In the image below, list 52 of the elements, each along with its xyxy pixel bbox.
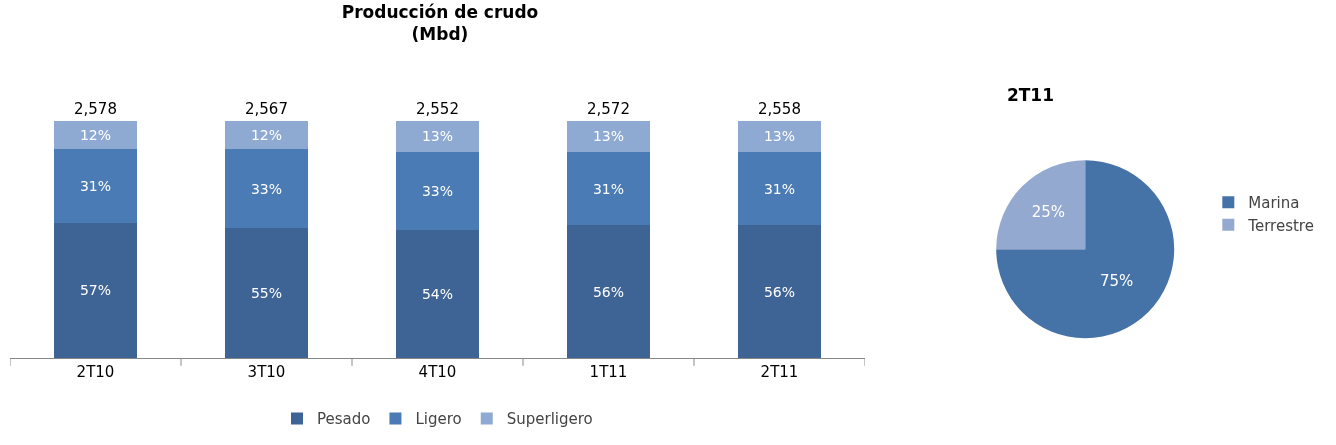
- chart-subtitle: (Mbd): [411, 23, 469, 44]
- x-tick-label: 1T11: [589, 363, 628, 381]
- data-label: 54%: [421, 286, 454, 303]
- legend-label: Terrestre: [1247, 216, 1314, 235]
- data-label: 55%: [250, 284, 283, 301]
- legend-label: Marina: [1248, 194, 1300, 213]
- bar: [54, 121, 137, 150]
- bar: [738, 225, 821, 358]
- bar: [396, 151, 479, 231]
- annotation: 2,578: [74, 100, 117, 118]
- data-label: 31%: [592, 180, 625, 197]
- bar: [54, 149, 137, 223]
- data-label: 25%: [1031, 203, 1066, 222]
- data-label: 13%: [592, 128, 625, 145]
- data-label: 12%: [250, 127, 283, 144]
- pie-slice: [996, 160, 1175, 339]
- data-label: 31%: [763, 180, 796, 197]
- pie-slice: [996, 160, 1086, 250]
- data-label: 33%: [250, 180, 283, 197]
- legend-label: Superligero: [506, 410, 593, 429]
- bar: [567, 151, 650, 226]
- bar: [396, 230, 479, 358]
- bar: [54, 222, 137, 358]
- bar: [225, 149, 308, 228]
- chart-title: Producción de crudo: [341, 1, 539, 22]
- data-label: 31%: [79, 178, 112, 195]
- data-label: 57%: [79, 282, 112, 299]
- annotation: 2,567: [245, 100, 288, 118]
- x-tick-label: 2T11: [760, 363, 799, 381]
- x-tick-label: 2T10: [76, 363, 115, 381]
- legend-label: Pesado: [317, 410, 371, 429]
- data-label: 12%: [79, 127, 112, 144]
- data-label: 13%: [421, 128, 454, 145]
- bar: [738, 151, 821, 226]
- bar: [225, 227, 308, 358]
- annotation: 2,552: [416, 100, 459, 118]
- bar: [738, 121, 821, 152]
- x-tick-label: 4T10: [418, 363, 457, 381]
- data-label: 13%: [763, 128, 796, 145]
- legend-label: Ligero: [415, 410, 462, 429]
- data-label: 56%: [763, 283, 796, 300]
- bar: [567, 225, 650, 358]
- x-tick-label: 3T10: [247, 363, 286, 381]
- data-label: 33%: [421, 182, 454, 199]
- data-label: 75%: [1099, 271, 1134, 290]
- bar: [225, 121, 308, 150]
- data-label: 56%: [592, 283, 625, 300]
- annotation: 2,558: [758, 100, 801, 118]
- bar: [396, 121, 479, 152]
- chart-title: 2T11: [1006, 84, 1055, 105]
- bar: [567, 121, 650, 152]
- annotation: 2,572: [587, 100, 630, 118]
